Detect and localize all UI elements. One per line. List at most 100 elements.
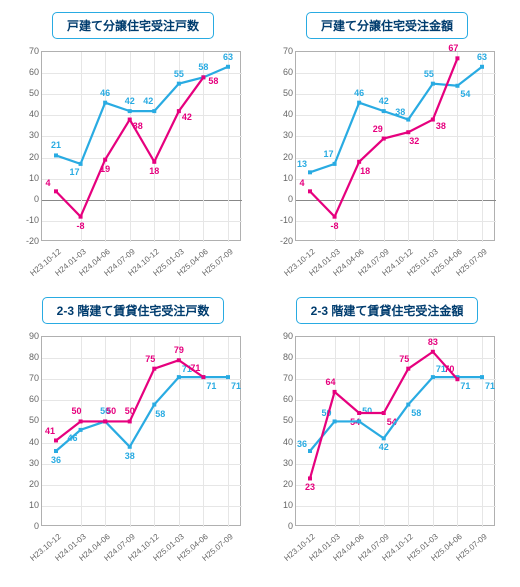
marker xyxy=(54,153,58,157)
marker xyxy=(480,375,484,379)
ytick-label: 10 xyxy=(269,500,293,510)
ytick-label: 30 xyxy=(269,130,293,140)
marker xyxy=(431,375,435,379)
series-line-pink xyxy=(310,352,457,479)
marker xyxy=(54,449,58,453)
marker xyxy=(382,436,386,440)
marker xyxy=(333,390,337,394)
marker xyxy=(406,367,410,371)
ytick-label: 0 xyxy=(269,194,293,204)
chart-c1: 戸建て分譲住宅受注戸数-20-10010203040506070H23.10-1… xyxy=(12,12,254,285)
marker xyxy=(333,419,337,423)
marker xyxy=(103,419,107,423)
marker xyxy=(226,375,230,379)
chart-area: 0102030405060708090H23.10-12H24.01-03H24… xyxy=(267,330,507,570)
marker xyxy=(79,215,83,219)
plot-region: 364650385871717141505050757971 xyxy=(41,336,241,526)
ytick-label: 0 xyxy=(15,521,39,531)
marker xyxy=(333,162,337,166)
marker xyxy=(431,118,435,122)
marker xyxy=(455,56,459,60)
ytick-label: 20 xyxy=(269,479,293,489)
chart-title: 戸建て分譲住宅受注戸数 xyxy=(52,12,214,39)
marker xyxy=(128,419,132,423)
chart-title: 2-3 階建て賃貸住宅受注金額 xyxy=(296,297,479,324)
ytick-label: 60 xyxy=(15,67,39,77)
marker xyxy=(406,403,410,407)
series-line-blue xyxy=(310,377,482,451)
ytick-label: 20 xyxy=(15,152,39,162)
marker xyxy=(128,118,132,122)
ytick-label: 30 xyxy=(15,130,39,140)
ytick-label: -20 xyxy=(15,236,39,246)
ytick-label: 90 xyxy=(15,331,39,341)
chart-area: -20-10010203040506070H23.10-12H24.01-03H… xyxy=(13,45,253,285)
marker xyxy=(152,403,156,407)
ytick-label: 50 xyxy=(269,415,293,425)
series-svg xyxy=(42,52,242,242)
marker xyxy=(308,170,312,174)
marker xyxy=(406,118,410,122)
ytick-label: 0 xyxy=(15,194,39,204)
ytick-label: 40 xyxy=(269,109,293,119)
marker xyxy=(431,82,435,86)
marker xyxy=(177,82,181,86)
plot-region: 21174642425558634-81938184258 xyxy=(41,51,241,241)
series-line-blue xyxy=(310,67,482,173)
ytick-label: 80 xyxy=(269,352,293,362)
marker xyxy=(382,109,386,113)
marker xyxy=(79,419,83,423)
ytick-label: -20 xyxy=(269,236,293,246)
series-svg xyxy=(296,337,496,527)
marker xyxy=(128,109,132,113)
marker xyxy=(152,109,156,113)
marker xyxy=(382,411,386,415)
ytick-label: -10 xyxy=(269,215,293,225)
chart-c4: 2-3 階建て賃貸住宅受注金額0102030405060708090H23.10… xyxy=(266,297,508,570)
ytick-label: 50 xyxy=(269,88,293,98)
series-line-pink xyxy=(56,77,203,216)
ytick-label: 70 xyxy=(15,373,39,383)
ytick-label: 50 xyxy=(15,415,39,425)
marker xyxy=(152,160,156,164)
ytick-label: 70 xyxy=(15,46,39,56)
chart-title: 戸建て分譲住宅受注金額 xyxy=(306,12,468,39)
ytick-label: 90 xyxy=(269,331,293,341)
ytick-label: 70 xyxy=(269,373,293,383)
chart-area: 0102030405060708090H23.10-12H24.01-03H24… xyxy=(13,330,253,570)
marker xyxy=(406,130,410,134)
ytick-label: 10 xyxy=(15,173,39,183)
marker xyxy=(226,65,230,69)
ytick-label: 70 xyxy=(269,46,293,56)
ytick-label: 20 xyxy=(15,479,39,489)
marker xyxy=(357,411,361,415)
chart-title: 2-3 階建て賃貸住宅受注戸数 xyxy=(42,297,225,324)
series-svg xyxy=(296,52,496,242)
chart-c2: 戸建て分譲住宅受注金額-20-10010203040506070H23.10-1… xyxy=(266,12,508,285)
marker xyxy=(177,358,181,362)
plot-region: 13174642385554634-81829323867 xyxy=(295,51,495,241)
chart-area: -20-10010203040506070H23.10-12H24.01-03H… xyxy=(267,45,507,285)
plot-region: 365050425871717123645454758370 xyxy=(295,336,495,526)
marker xyxy=(79,428,83,432)
marker xyxy=(431,350,435,354)
ytick-label: 40 xyxy=(15,437,39,447)
ytick-label: 30 xyxy=(15,458,39,468)
marker xyxy=(152,367,156,371)
ytick-label: 60 xyxy=(269,67,293,77)
marker xyxy=(103,158,107,162)
ytick-label: -10 xyxy=(15,215,39,225)
marker xyxy=(54,438,58,442)
ytick-label: 20 xyxy=(269,152,293,162)
ytick-label: 40 xyxy=(15,109,39,119)
marker xyxy=(103,101,107,105)
series-line-blue xyxy=(56,67,228,164)
series-line-blue xyxy=(56,377,228,451)
marker xyxy=(308,189,312,193)
series-svg xyxy=(42,337,242,527)
series-line-pink xyxy=(56,360,203,440)
marker xyxy=(382,137,386,141)
marker xyxy=(79,162,83,166)
marker xyxy=(333,215,337,219)
ytick-label: 0 xyxy=(269,521,293,531)
